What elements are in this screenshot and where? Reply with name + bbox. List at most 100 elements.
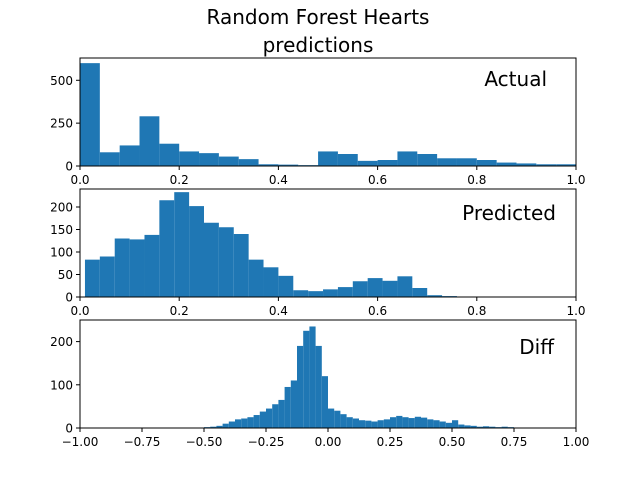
histogram-bar-diff xyxy=(235,419,242,428)
histogram-bar-diff xyxy=(371,421,378,428)
x-tick-label: 0.4 xyxy=(269,173,288,187)
histogram-bar-predicted xyxy=(204,222,219,297)
histogram-bar-actual xyxy=(516,163,537,166)
x-tick-label: 1.0 xyxy=(566,304,585,318)
histogram-bar-predicted xyxy=(293,290,309,297)
histogram-bar-diff xyxy=(445,422,452,428)
histogram-bar-diff xyxy=(427,419,434,428)
histogram-bar-predicted xyxy=(129,239,145,297)
histogram-bar-diff xyxy=(476,426,483,428)
histogram-bar-diff xyxy=(421,417,428,428)
x-tick-label: 1.0 xyxy=(566,173,585,187)
histogram-bar-actual xyxy=(536,164,557,166)
histogram-bar-predicted xyxy=(427,295,443,297)
histogram-bar-actual xyxy=(139,116,160,166)
y-tick-label: 200 xyxy=(50,201,73,215)
histogram-bar-predicted xyxy=(352,281,368,297)
histogram-bar-diff xyxy=(439,421,446,428)
histogram-bar-diff xyxy=(216,425,223,428)
histogram-bar-predicted xyxy=(308,291,324,297)
y-tick-label: 0 xyxy=(65,422,73,436)
histogram-bar-diff xyxy=(359,420,366,428)
histogram-bar-actual xyxy=(337,154,358,166)
x-tick-label: 0.4 xyxy=(269,304,288,318)
histogram-bar-predicted xyxy=(159,200,175,297)
histogram-bar-diff xyxy=(383,419,390,428)
histogram-bar-actual xyxy=(80,63,100,166)
histogram-bar-predicted xyxy=(218,227,234,297)
histogram-bar-actual xyxy=(179,151,200,166)
histogram-bar-diff xyxy=(483,426,490,428)
histogram-bar-predicted xyxy=(263,267,279,297)
histogram-bar-actual xyxy=(417,154,438,166)
histogram-bar-diff xyxy=(309,326,316,428)
histogram-bar-actual xyxy=(496,162,517,166)
panel-annotation-predicted: Predicted xyxy=(462,201,556,225)
y-tick-label: 150 xyxy=(50,223,73,237)
figure-title-line-2: predictions xyxy=(263,33,374,57)
x-tick-label: 0.50 xyxy=(439,435,466,449)
histogram-bar-diff xyxy=(452,420,459,428)
histogram-bar-predicted xyxy=(174,192,190,297)
histogram-bar-diff xyxy=(365,420,372,428)
histogram-bar-diff xyxy=(402,417,409,428)
x-tick-label: 0.8 xyxy=(467,173,486,187)
x-tick-label: 0.25 xyxy=(377,435,404,449)
histogram-bar-actual xyxy=(377,160,398,166)
histogram-bar-diff xyxy=(408,418,415,428)
histogram-bar-predicted xyxy=(382,280,398,297)
histogram-bar-predicted xyxy=(397,276,413,297)
histogram-bar-actual xyxy=(159,143,180,166)
histogram-bar-predicted xyxy=(412,288,428,297)
histogram-bar-actual xyxy=(218,156,239,166)
y-tick-label: 200 xyxy=(50,335,73,349)
histogram-bar-predicted xyxy=(367,278,383,297)
histogram-bar-diff xyxy=(414,416,421,428)
y-tick-label: 50 xyxy=(58,268,73,282)
histogram-bar-diff xyxy=(501,426,508,428)
histogram-bar-diff xyxy=(303,330,310,428)
panel-annotation-diff: Diff xyxy=(519,335,555,359)
histogram-bar-diff xyxy=(259,411,266,428)
histogram-bar-diff xyxy=(458,424,465,428)
y-tick-label: 500 xyxy=(50,74,73,88)
x-tick-label: 0.2 xyxy=(170,173,189,187)
panel-predicted: Predicted 0.0 0.2 0.4 0.6 0.8 1.0 0 50 100 150 200 xyxy=(50,188,586,318)
histogram-bar-actual xyxy=(556,164,576,166)
x-tick-label: 0.6 xyxy=(368,173,387,187)
histogram-bar-diff xyxy=(464,425,471,428)
histogram-bar-diff xyxy=(346,417,353,428)
histogram-bar-actual xyxy=(456,158,477,166)
histogram-bar-actual xyxy=(318,151,338,166)
histogram-bar-diff xyxy=(390,417,397,428)
histogram-bar-diff xyxy=(334,410,341,428)
y-tick-label: 0 xyxy=(65,160,73,174)
histogram-bar-actual xyxy=(357,160,378,166)
histogram-bar-actual xyxy=(199,153,219,166)
histogram-bar-actual xyxy=(476,160,497,166)
y-tick-label: 0 xyxy=(65,291,73,305)
histogram-bar-actual xyxy=(278,164,299,166)
histogram-bar-diff xyxy=(253,415,260,428)
histogram-bar-diff xyxy=(247,417,254,428)
histogram-bar-diff xyxy=(340,414,347,428)
histogram-bar-diff xyxy=(377,420,384,428)
axes-frame-actual xyxy=(79,57,577,167)
histogram-bar-predicted xyxy=(99,256,115,297)
histogram-bar-actual xyxy=(119,145,140,166)
histogram-bar-diff xyxy=(272,404,279,428)
histogram-bar-diff xyxy=(210,426,217,428)
histogram-bar-predicted xyxy=(278,275,294,297)
histogram-bar-diff xyxy=(297,345,304,428)
histogram-bar-diff xyxy=(241,418,248,428)
histogram-bar-actual xyxy=(258,164,279,166)
x-tick-label: 0.2 xyxy=(170,304,189,318)
panel-actual: Actual 0.0 0.2 0.4 0.6 0.8 1.0 0 250 500 xyxy=(50,57,586,187)
y-tick-label: 250 xyxy=(50,117,73,131)
histogram-bar-diff xyxy=(266,408,273,428)
histogram-bar-diff xyxy=(228,421,235,428)
histogram-bar-actual xyxy=(238,159,259,166)
panel-annotation-actual: Actual xyxy=(484,67,547,91)
histogram-bar-diff xyxy=(328,408,335,428)
x-tick-label: 1.00 xyxy=(563,435,590,449)
